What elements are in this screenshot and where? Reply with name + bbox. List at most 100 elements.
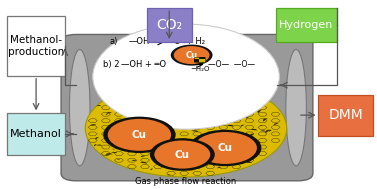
Polygon shape xyxy=(185,99,192,101)
Polygon shape xyxy=(170,105,177,107)
FancyBboxPatch shape xyxy=(7,16,65,76)
Polygon shape xyxy=(158,130,162,132)
Polygon shape xyxy=(184,107,187,109)
Polygon shape xyxy=(241,125,245,127)
Polygon shape xyxy=(106,113,109,115)
Polygon shape xyxy=(219,97,225,98)
Polygon shape xyxy=(121,125,127,126)
Polygon shape xyxy=(227,125,234,126)
FancyBboxPatch shape xyxy=(199,57,205,59)
Polygon shape xyxy=(159,163,165,164)
Text: Gas phase flow reaction: Gas phase flow reaction xyxy=(135,177,237,186)
Circle shape xyxy=(174,46,210,64)
Polygon shape xyxy=(158,104,161,105)
Polygon shape xyxy=(117,141,124,143)
Text: a): a) xyxy=(110,37,118,46)
Polygon shape xyxy=(205,92,209,93)
Polygon shape xyxy=(178,83,182,85)
Polygon shape xyxy=(178,148,181,150)
Polygon shape xyxy=(249,134,254,137)
Polygon shape xyxy=(142,137,149,139)
Text: Cu: Cu xyxy=(175,149,190,160)
Ellipse shape xyxy=(85,80,287,177)
Polygon shape xyxy=(113,142,118,143)
Polygon shape xyxy=(204,141,207,143)
Polygon shape xyxy=(145,130,152,132)
FancyBboxPatch shape xyxy=(61,34,313,181)
Text: Cu: Cu xyxy=(132,130,147,140)
Polygon shape xyxy=(95,137,99,140)
Polygon shape xyxy=(217,167,222,168)
Text: Cu: Cu xyxy=(185,51,198,60)
Polygon shape xyxy=(167,174,170,175)
Polygon shape xyxy=(269,130,271,132)
Polygon shape xyxy=(94,144,97,146)
Polygon shape xyxy=(195,143,198,145)
Polygon shape xyxy=(156,131,161,132)
Polygon shape xyxy=(188,98,196,100)
Polygon shape xyxy=(185,163,188,165)
Polygon shape xyxy=(132,160,138,161)
Polygon shape xyxy=(118,135,122,137)
FancyBboxPatch shape xyxy=(147,8,192,42)
Circle shape xyxy=(171,45,213,66)
Polygon shape xyxy=(195,90,201,91)
Polygon shape xyxy=(185,96,188,97)
Text: —O—  —O—: —O— —O— xyxy=(208,60,255,69)
Polygon shape xyxy=(257,110,262,113)
Polygon shape xyxy=(215,98,221,99)
Text: Methanol-
production: Methanol- production xyxy=(8,35,64,57)
FancyBboxPatch shape xyxy=(276,8,337,42)
Polygon shape xyxy=(184,167,188,168)
Polygon shape xyxy=(158,154,164,157)
Polygon shape xyxy=(139,87,146,88)
Polygon shape xyxy=(247,151,253,153)
Polygon shape xyxy=(241,109,248,111)
Polygon shape xyxy=(150,168,153,170)
Polygon shape xyxy=(248,139,254,142)
FancyBboxPatch shape xyxy=(194,57,205,62)
Circle shape xyxy=(189,130,261,166)
Polygon shape xyxy=(187,124,192,126)
Polygon shape xyxy=(111,152,117,153)
Polygon shape xyxy=(215,105,217,106)
Polygon shape xyxy=(104,137,108,138)
Polygon shape xyxy=(107,139,112,140)
Polygon shape xyxy=(238,160,244,162)
Polygon shape xyxy=(197,148,203,149)
Polygon shape xyxy=(244,133,248,136)
Text: b) 2: b) 2 xyxy=(103,60,120,69)
Polygon shape xyxy=(225,165,230,166)
Polygon shape xyxy=(187,108,193,111)
Polygon shape xyxy=(106,154,110,156)
Polygon shape xyxy=(212,117,219,119)
Polygon shape xyxy=(170,126,175,127)
Polygon shape xyxy=(230,159,234,160)
Polygon shape xyxy=(244,114,251,115)
Polygon shape xyxy=(265,130,270,133)
Text: Cu: Cu xyxy=(218,143,233,153)
Polygon shape xyxy=(214,139,218,141)
Polygon shape xyxy=(167,89,170,91)
Polygon shape xyxy=(180,90,182,91)
Polygon shape xyxy=(143,89,147,90)
FancyBboxPatch shape xyxy=(7,113,65,155)
Polygon shape xyxy=(116,159,120,160)
Circle shape xyxy=(150,138,215,171)
Polygon shape xyxy=(261,125,263,126)
Polygon shape xyxy=(187,103,193,105)
Polygon shape xyxy=(165,159,168,161)
Polygon shape xyxy=(116,104,122,107)
Polygon shape xyxy=(222,112,230,114)
Polygon shape xyxy=(246,161,251,162)
Polygon shape xyxy=(247,162,252,163)
Polygon shape xyxy=(118,91,126,92)
Polygon shape xyxy=(167,133,173,135)
Polygon shape xyxy=(263,118,268,122)
Polygon shape xyxy=(154,138,162,139)
Polygon shape xyxy=(126,128,131,129)
Polygon shape xyxy=(139,144,142,146)
Ellipse shape xyxy=(286,50,307,166)
FancyBboxPatch shape xyxy=(319,94,372,136)
Polygon shape xyxy=(219,98,224,100)
